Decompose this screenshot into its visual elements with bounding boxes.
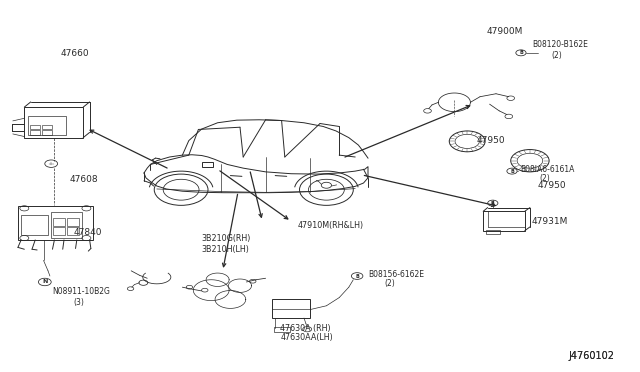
Bar — [67, 227, 79, 235]
Text: 47931M: 47931M — [531, 217, 568, 226]
Bar — [51, 212, 82, 238]
Bar — [42, 130, 52, 135]
Text: J4760102: J4760102 — [568, 352, 614, 361]
Text: B08IA6-6161A: B08IA6-6161A — [520, 165, 575, 174]
Text: 3B210G(RH): 3B210G(RH) — [202, 234, 251, 243]
Text: 47950: 47950 — [538, 182, 566, 190]
Bar — [202, 162, 213, 167]
Text: J4760102: J4760102 — [568, 352, 614, 361]
Bar — [53, 218, 65, 226]
Text: N08911-10B2G: N08911-10B2G — [52, 287, 110, 296]
Text: B: B — [355, 273, 359, 279]
Bar — [24, 107, 83, 138]
Text: (3): (3) — [74, 298, 84, 307]
Bar — [272, 299, 310, 318]
Text: B: B — [510, 169, 514, 174]
Text: B: B — [519, 50, 523, 55]
Text: 3B210H(LH): 3B210H(LH) — [202, 245, 250, 254]
Text: B08120-B162E: B08120-B162E — [532, 40, 588, 49]
Bar — [18, 206, 93, 240]
Text: N: N — [42, 279, 47, 285]
Text: 47608: 47608 — [69, 175, 98, 184]
Bar — [42, 125, 52, 129]
Bar — [30, 130, 40, 135]
Bar — [21, 215, 48, 235]
Text: 47900M: 47900M — [486, 27, 523, 36]
Text: 47950: 47950 — [477, 136, 506, 145]
Bar — [28, 116, 66, 135]
Bar — [486, 230, 500, 234]
Text: B: B — [491, 201, 495, 206]
Text: 47630A (RH): 47630A (RH) — [280, 324, 331, 333]
Text: 47910M(RH&LH): 47910M(RH&LH) — [298, 221, 364, 230]
Bar — [67, 218, 79, 226]
Text: (2): (2) — [552, 51, 563, 60]
Bar — [483, 211, 525, 231]
Text: (2): (2) — [540, 174, 550, 183]
Bar — [274, 327, 290, 332]
Text: (2): (2) — [384, 279, 395, 288]
Bar — [53, 227, 65, 235]
Text: 47840: 47840 — [74, 228, 102, 237]
Text: 47660: 47660 — [61, 49, 90, 58]
Text: B08156-6162E: B08156-6162E — [369, 270, 425, 279]
Text: 47630AA(LH): 47630AA(LH) — [280, 333, 333, 342]
Bar — [30, 125, 40, 129]
